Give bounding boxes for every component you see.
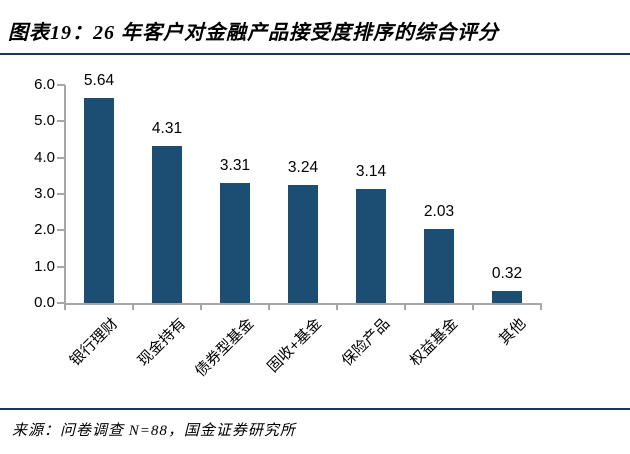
x-category-label: 银行理财 bbox=[66, 315, 122, 370]
y-axis-tick bbox=[57, 229, 65, 232]
y-axis-label: 4.0 bbox=[34, 148, 55, 166]
bar-value-label: 2.03 bbox=[423, 203, 455, 220]
bar bbox=[492, 291, 522, 303]
title-divider-rule bbox=[0, 53, 630, 55]
bar-value-label: 3.31 bbox=[219, 157, 251, 174]
bar bbox=[288, 185, 318, 303]
x-axis-tick bbox=[200, 305, 202, 310]
y-axis-label: 2.0 bbox=[34, 221, 55, 239]
y-axis-label: 5.0 bbox=[34, 112, 55, 130]
bar-value-label: 3.14 bbox=[355, 163, 387, 180]
x-category-label: 债券型基金 bbox=[192, 315, 258, 381]
bar bbox=[424, 229, 454, 303]
x-axis-tick bbox=[540, 305, 542, 310]
bar-value-label: 3.24 bbox=[287, 159, 319, 176]
bar bbox=[152, 146, 182, 303]
x-axis-tick bbox=[64, 305, 66, 310]
bar-value-label: 5.64 bbox=[83, 72, 115, 89]
y-axis-tick bbox=[57, 302, 65, 304]
y-axis-tick bbox=[57, 156, 65, 159]
y-axis-label: 1.0 bbox=[34, 257, 55, 275]
footer-divider-rule bbox=[0, 408, 630, 410]
bar bbox=[220, 183, 250, 303]
y-axis-label: 6.0 bbox=[34, 76, 55, 93]
x-category-label: 固收+基金 bbox=[264, 315, 326, 376]
bar bbox=[356, 189, 386, 303]
x-category-label: 其他 bbox=[495, 315, 530, 349]
x-axis-tick bbox=[132, 305, 134, 310]
bar bbox=[84, 98, 114, 303]
x-category-label: 现金持有 bbox=[134, 315, 190, 370]
x-axis-tick bbox=[336, 305, 338, 310]
bar-value-label: 4.31 bbox=[151, 120, 183, 137]
y-axis-tick bbox=[57, 265, 65, 268]
source-note: 来源：问卷调查 N=88，国金证券研究所 bbox=[12, 423, 296, 439]
figure-title: 图表19：26 年客户对金融产品接受度排序的综合评分 bbox=[8, 22, 499, 44]
x-category-label: 保险产品 bbox=[338, 315, 394, 370]
y-axis-label: 3.0 bbox=[34, 185, 55, 202]
x-axis-tick bbox=[404, 305, 406, 310]
y-axis-tick bbox=[57, 84, 65, 86]
x-axis-line bbox=[64, 303, 542, 305]
x-category-label: 权益基金 bbox=[406, 315, 462, 370]
x-axis-tick bbox=[472, 305, 474, 310]
bar-value-label: 0.32 bbox=[491, 265, 523, 282]
x-axis-tick bbox=[268, 305, 270, 310]
y-axis-tick bbox=[57, 120, 65, 123]
y-axis-label: 0.0 bbox=[34, 294, 55, 311]
y-axis-tick bbox=[57, 193, 65, 195]
y-axis-line bbox=[64, 85, 66, 303]
